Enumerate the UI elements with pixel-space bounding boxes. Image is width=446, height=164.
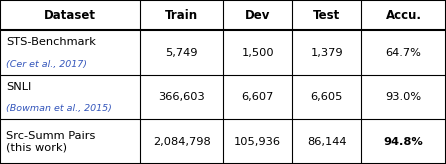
Text: 64.7%: 64.7% xyxy=(386,48,421,58)
Text: 6,607: 6,607 xyxy=(241,92,274,102)
Text: Accu.: Accu. xyxy=(386,9,421,22)
Text: 1,500: 1,500 xyxy=(241,48,274,58)
Text: 94.8%: 94.8% xyxy=(384,137,424,147)
Text: SNLI: SNLI xyxy=(6,82,31,92)
Text: Dataset: Dataset xyxy=(44,9,96,22)
Text: Train: Train xyxy=(165,9,198,22)
Text: 86,144: 86,144 xyxy=(307,137,347,147)
Text: (Cer et al., 2017): (Cer et al., 2017) xyxy=(6,60,87,69)
Text: 1,379: 1,379 xyxy=(310,48,343,58)
Text: 6,605: 6,605 xyxy=(310,92,343,102)
Text: Src-Summ Pairs
(this work): Src-Summ Pairs (this work) xyxy=(6,131,95,153)
Text: Dev: Dev xyxy=(245,9,270,22)
Text: STS-Benchmark: STS-Benchmark xyxy=(6,37,96,47)
Text: 105,936: 105,936 xyxy=(234,137,281,147)
Text: 2,084,798: 2,084,798 xyxy=(153,137,211,147)
Text: 93.0%: 93.0% xyxy=(386,92,421,102)
Text: 366,603: 366,603 xyxy=(158,92,205,102)
Text: 5,749: 5,749 xyxy=(165,48,198,58)
Text: (Bowman et al., 2015): (Bowman et al., 2015) xyxy=(6,104,112,113)
Text: Test: Test xyxy=(313,9,340,22)
